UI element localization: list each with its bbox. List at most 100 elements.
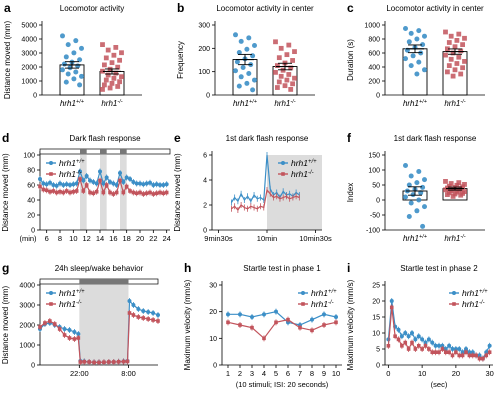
data-point: [71, 189, 76, 194]
data-point: [414, 208, 420, 214]
legend-marker: [49, 172, 53, 176]
data-point: [252, 43, 257, 49]
data-point: [156, 313, 160, 317]
data-point: [52, 322, 57, 326]
data-point: [238, 312, 242, 317]
data-point: [151, 192, 156, 196]
x-tick-label: 24: [162, 234, 170, 243]
data-point: [437, 343, 441, 348]
data-point: [234, 59, 240, 65]
data-point: [452, 44, 458, 50]
data-point: [422, 33, 427, 39]
data-point: [48, 319, 52, 323]
data-point: [416, 169, 422, 174]
data-point: [74, 189, 79, 193]
data-point: [458, 192, 464, 198]
data-point: [238, 323, 242, 327]
y-tick-label: 20: [372, 299, 380, 306]
data-point: [273, 39, 278, 45]
data-point: [134, 181, 139, 186]
y-tick-label: 10: [209, 336, 217, 343]
data-point: [414, 71, 420, 77]
data-point: [72, 330, 77, 334]
data-point: [108, 180, 112, 184]
data-point: [334, 315, 338, 319]
data-point: [113, 70, 119, 76]
y-tick-label: 100: [368, 168, 380, 175]
x-tick-label: 8:00: [121, 369, 136, 378]
y-tick-label: 400: [368, 65, 380, 72]
y-tick-label: 80: [27, 168, 35, 175]
data-point: [148, 190, 152, 195]
data-point: [78, 177, 82, 181]
x-tick-label: 5: [274, 369, 278, 378]
y-tick-label: 2000: [21, 65, 37, 72]
data-point: [462, 35, 467, 41]
y-tick-label: 20: [209, 309, 217, 316]
data-point: [71, 182, 76, 187]
legend-label: hrh1+/+: [291, 158, 317, 168]
y-tick-label: 1000: [21, 79, 37, 86]
y-tick-label: 60: [27, 183, 35, 190]
data-point: [118, 171, 122, 175]
data-point: [288, 65, 294, 71]
data-point: [238, 38, 244, 44]
y-tick-label: 4: [203, 178, 207, 185]
data-point: [443, 29, 448, 35]
y-tick-label: 800: [368, 37, 380, 44]
data-point: [113, 45, 119, 50]
y-tick-label: 600: [368, 51, 380, 58]
y-axis-label: Maximum velocity (mm/s): [183, 279, 192, 370]
data-point: [274, 320, 278, 325]
dark-indicator: [80, 149, 87, 154]
data-point: [423, 340, 428, 345]
legend-label: hrh1-/-: [59, 169, 82, 179]
data-point: [131, 313, 136, 317]
data-point: [286, 72, 292, 77]
y-tick-label: 0: [31, 228, 35, 235]
data-point: [81, 178, 86, 183]
data-point: [88, 190, 92, 195]
data-point: [71, 76, 77, 82]
legend-marker: [452, 291, 456, 295]
series-line: [228, 311, 337, 326]
data-point: [124, 175, 129, 180]
data-point: [416, 59, 422, 65]
data-point: [58, 181, 62, 186]
y-tick-label: 5: [376, 347, 380, 354]
data-point: [38, 325, 42, 329]
y-axis-label: Distance moved (mm): [3, 21, 12, 100]
x-axis-label: (min): [19, 234, 37, 243]
data-point: [487, 343, 492, 348]
data-point: [403, 56, 408, 62]
data-point: [457, 347, 462, 351]
x-tick-label: 10: [332, 369, 340, 378]
panel-letter: i: [347, 261, 350, 275]
data-point: [246, 71, 252, 77]
y-tick-label: 200: [368, 79, 380, 86]
panel-letter: d: [2, 131, 9, 145]
data-point: [416, 334, 421, 339]
data-point: [445, 192, 450, 197]
y-tick-label: 50: [372, 183, 380, 190]
data-point: [44, 182, 49, 187]
data-point: [164, 182, 169, 187]
data-point: [252, 77, 257, 83]
data-point: [420, 184, 426, 190]
data-point: [470, 350, 475, 355]
data-point: [141, 309, 146, 313]
data-point: [97, 360, 101, 365]
y-tick-label: 0: [213, 363, 217, 370]
data-point: [334, 320, 338, 325]
data-point: [437, 350, 441, 354]
data-point: [136, 307, 141, 311]
chart-title: Locomotor activity: [60, 4, 124, 13]
data-point: [127, 311, 132, 315]
data-point: [275, 85, 280, 90]
data-point: [77, 57, 83, 63]
data-point: [119, 74, 124, 80]
legend-marker: [452, 302, 456, 306]
data-point: [41, 181, 46, 186]
data-point: [403, 340, 408, 345]
data-point: [73, 69, 79, 75]
